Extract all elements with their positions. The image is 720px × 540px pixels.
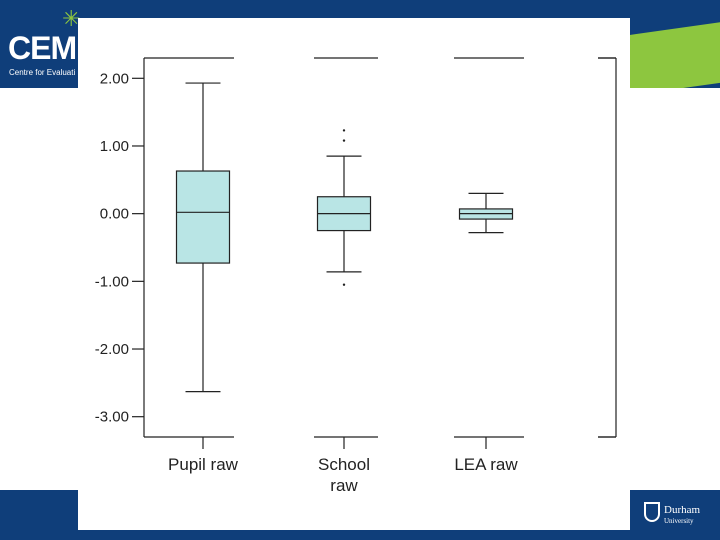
frame-gap-top — [524, 56, 598, 60]
university-subtitle: University — [664, 517, 694, 525]
cem-logo: ✳ CEM Centre for Evaluati — [0, 0, 100, 88]
y-tick-label: 2.00 — [100, 70, 129, 87]
chart-panel: 2.00 1.00 0.00 -1.00 -2.00 -3.00 Pupil raw Scho… — [78, 18, 630, 530]
y-tick-label: -2.00 — [95, 341, 129, 358]
outlier-point — [342, 129, 346, 132]
outlier-point — [342, 139, 346, 142]
university-name: Durham — [664, 504, 701, 516]
outlier-point — [342, 283, 346, 286]
boxplot-chart: 2.00 1.00 0.00 -1.00 -2.00 -3.00 Pupil raw Scho… — [95, 56, 617, 495]
shield-icon — [644, 502, 660, 522]
logo-text: CEM — [8, 30, 77, 66]
y-tick-label: 0.00 — [100, 206, 129, 223]
x-tick-label: School — [318, 455, 370, 474]
frame-gap-bottom — [524, 435, 598, 439]
x-tick-label: Pupil raw — [168, 455, 239, 474]
logo-subtitle: Centre for Evaluati — [9, 68, 76, 77]
x-tick-label: raw — [330, 476, 358, 495]
y-tick-label: 1.00 — [100, 138, 129, 155]
y-tick-label: -1.00 — [95, 273, 129, 290]
frame-gap-top — [378, 56, 454, 60]
frame-gap-top — [234, 56, 314, 60]
box-iqr — [175, 170, 231, 264]
durham-university-logo: Durham University — [642, 500, 718, 534]
frame-gap-bottom — [378, 435, 454, 439]
star-icon: ✳ — [62, 6, 81, 31]
frame-gap-bottom — [234, 435, 314, 439]
x-tick-label: LEA raw — [454, 455, 518, 474]
y-tick-label: -3.00 — [95, 409, 129, 426]
